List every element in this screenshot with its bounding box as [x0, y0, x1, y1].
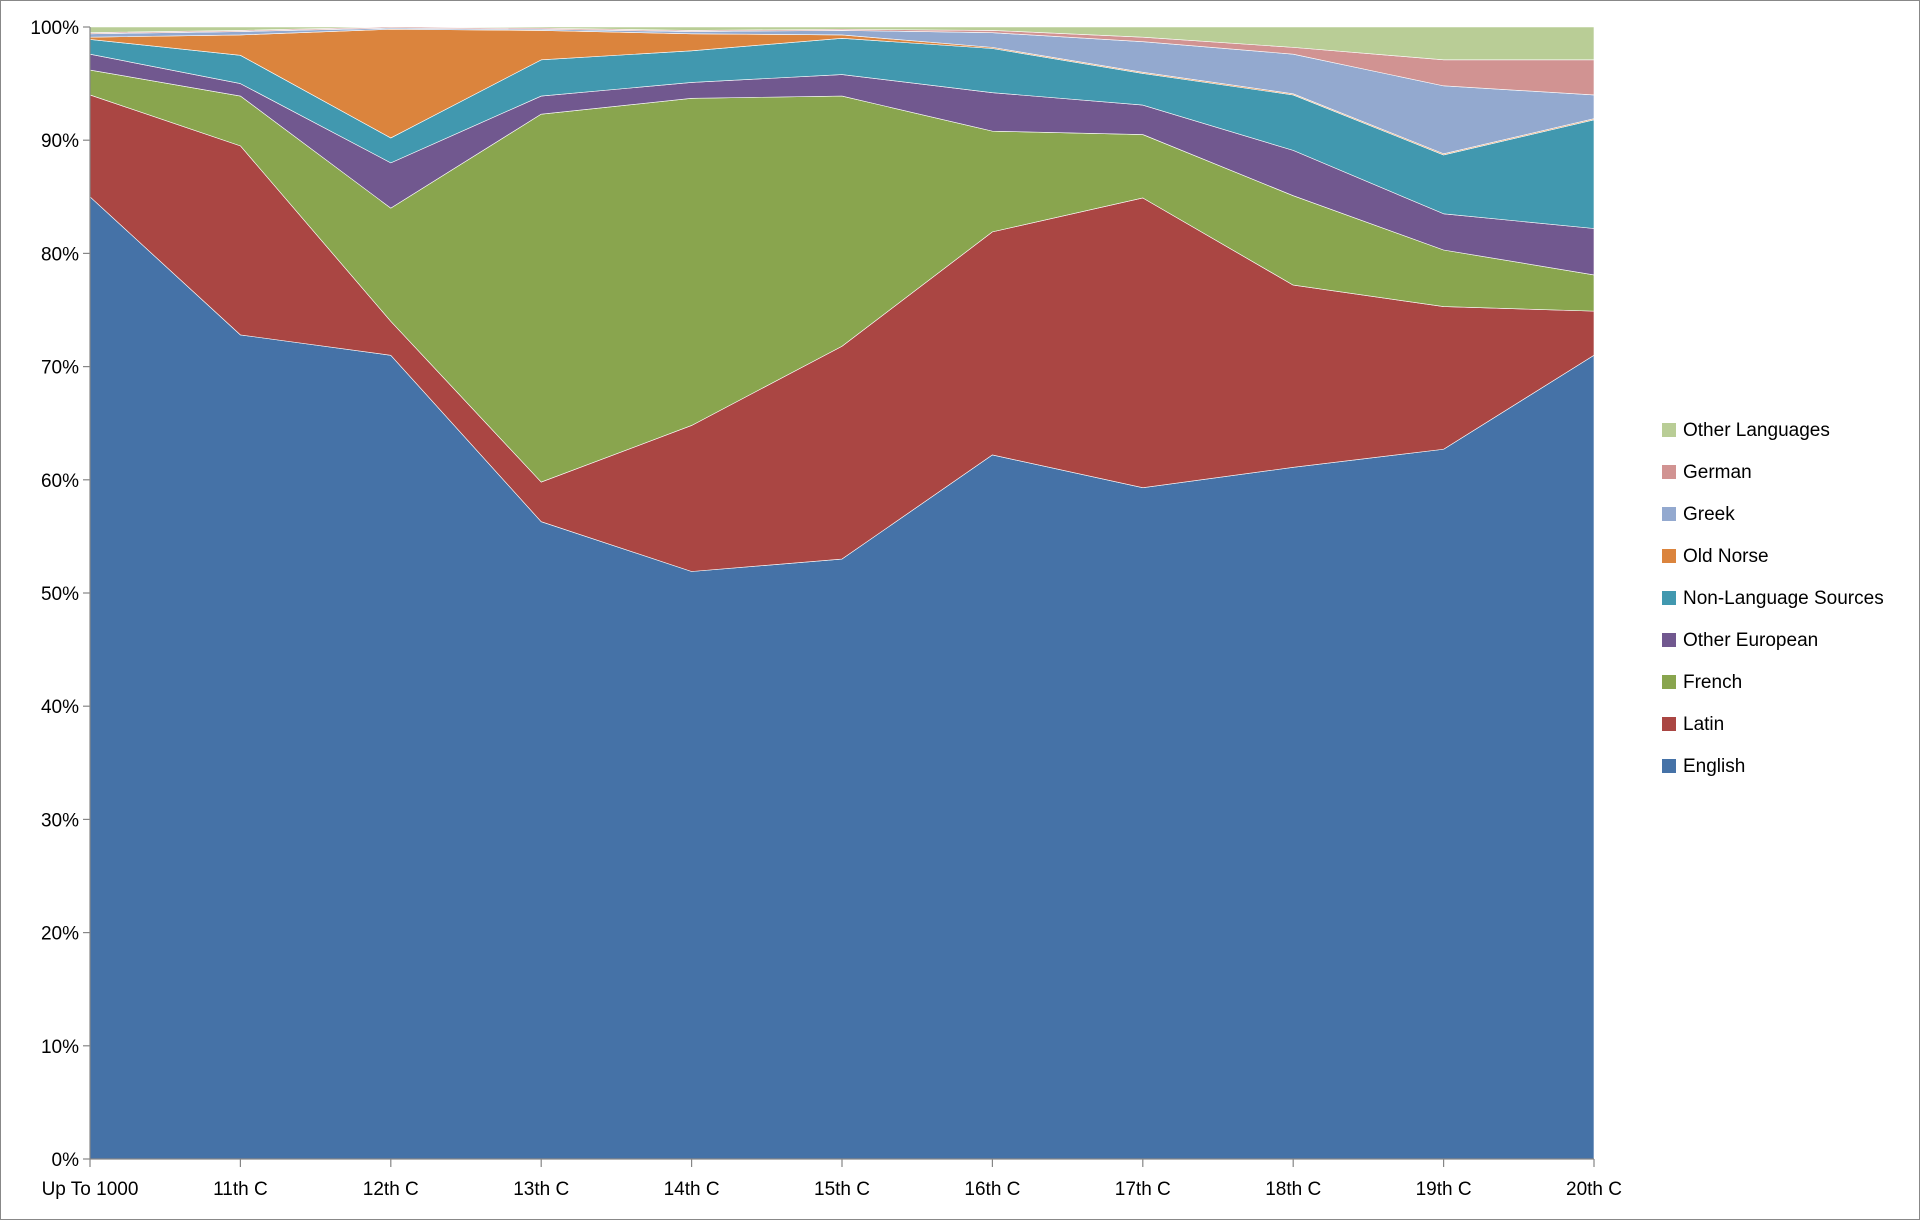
legend-swatch: [1662, 465, 1676, 479]
y-tick-label: 30%: [41, 810, 79, 831]
y-tick-label: 10%: [41, 1037, 79, 1058]
legend-item-german: German: [1662, 462, 1752, 483]
legend-label: German: [1683, 462, 1752, 483]
x-tick-label: Up To 1000: [42, 1179, 139, 1200]
legend-label: Other European: [1683, 630, 1818, 651]
legend-label: Old Norse: [1683, 546, 1769, 567]
y-tick-label: 80%: [41, 244, 79, 265]
x-tick-label: 13th C: [513, 1179, 569, 1200]
legend-label: French: [1683, 672, 1742, 693]
legend-swatch: [1662, 759, 1676, 773]
y-tick-label: 90%: [41, 131, 79, 152]
legend-label: Other Languages: [1683, 420, 1830, 441]
legend-item-greek: Greek: [1662, 504, 1735, 525]
y-tick-label: 100%: [30, 18, 79, 39]
legend-item-old-norse: Old Norse: [1662, 546, 1769, 567]
legend-item-non-language-sources: Non-Language Sources: [1662, 588, 1884, 609]
legend-label: Latin: [1683, 714, 1724, 735]
y-tick-label: 70%: [41, 358, 79, 379]
area-other-languages: [89, 26, 1595, 61]
legend-item-other-european: Other European: [1662, 630, 1818, 651]
legend-swatch: [1662, 549, 1676, 563]
x-tick-label: 14th C: [664, 1179, 720, 1200]
legend-swatch: [1662, 591, 1676, 605]
x-tick-label: 15th C: [814, 1179, 870, 1200]
legend-swatch: [1662, 717, 1676, 731]
legend: Other Languages German Greek Old Norse Non-L…: [1662, 420, 1884, 777]
x-tick-label: 16th C: [964, 1179, 1020, 1200]
legend-swatch: [1662, 507, 1676, 521]
x-tick-label: 12th C: [363, 1179, 419, 1200]
legend-swatch: [1662, 633, 1676, 647]
legend-swatch: [1662, 423, 1676, 437]
legend-item-french: French: [1662, 672, 1742, 693]
x-tick-label: 20th C: [1566, 1179, 1622, 1200]
x-tick-label: 18th C: [1265, 1179, 1321, 1200]
legend-label: Greek: [1683, 504, 1735, 525]
legend-label: English: [1683, 756, 1745, 777]
x-tick-label: 17th C: [1115, 1179, 1171, 1200]
legend-label: Non-Language Sources: [1683, 588, 1884, 609]
legend-item-english: English: [1662, 756, 1745, 777]
x-tick-label: 19th C: [1416, 1179, 1472, 1200]
y-tick-label: 40%: [41, 697, 79, 718]
legend-item-other-languages: Other Languages: [1662, 420, 1830, 441]
legend-swatch: [1662, 675, 1676, 689]
y-tick-label: 50%: [41, 584, 79, 605]
y-tick-label: 0%: [52, 1150, 80, 1171]
y-tick-label: 20%: [41, 924, 79, 945]
y-tick-label: 60%: [41, 471, 79, 492]
x-tick-label: 11th C: [213, 1179, 268, 1200]
legend-item-latin: Latin: [1662, 714, 1724, 735]
axes-layer: 0% 10% 20% 30% 40% 50% 60% 70% 80% 90% 100% Up To 1…: [30, 18, 1622, 1200]
areas-layer: [89, 26, 1595, 1160]
